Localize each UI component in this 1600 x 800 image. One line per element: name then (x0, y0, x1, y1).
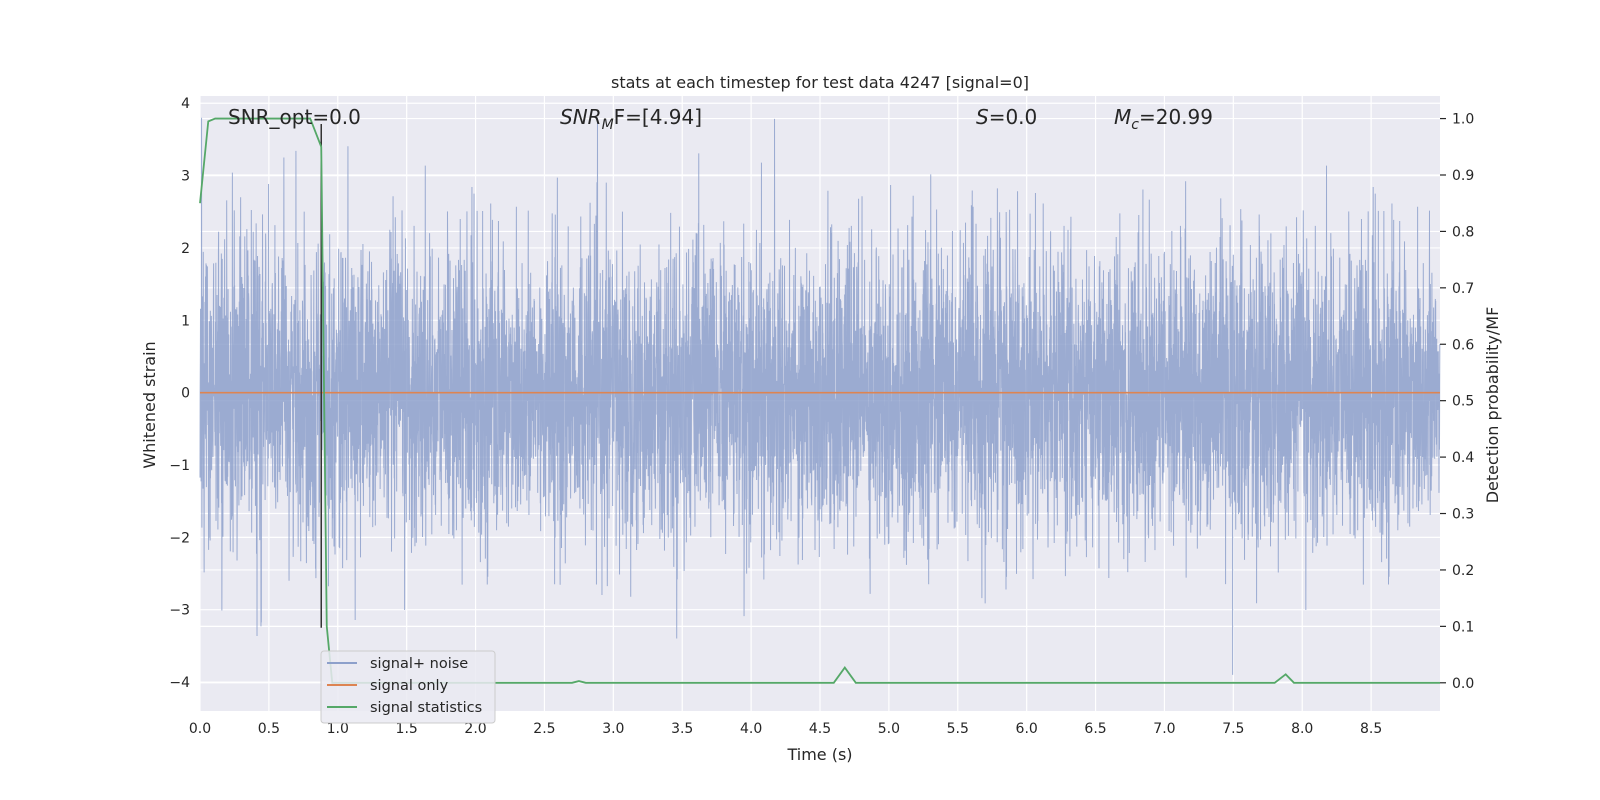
y-tick-label: 4 (181, 96, 190, 112)
annotation-mc: Mc=20.99 (1114, 105, 1213, 133)
x-tick-labels: 0.0 0.5 1.0 1.5 2.0 2.5 3.0 3.5 4.0 4.5 5.0 5.5 6.0 6… (189, 721, 1382, 737)
x-axis-label: Time (s) (786, 745, 852, 764)
y2-tick-label: 0.1 (1452, 619, 1474, 635)
y2-axis-label: Detection probability/MF (1483, 307, 1502, 504)
x-tick-label: 2.5 (533, 721, 555, 737)
y-tick-label: 1 (181, 313, 190, 329)
x-tick-label: 5.5 (947, 721, 969, 737)
x-tick-label: 7.5 (1222, 721, 1244, 737)
x-tick-label: 2.0 (464, 721, 486, 737)
y-tick-label: 0 (181, 386, 190, 402)
legend: signal+ noise signal only signal statist… (320, 650, 496, 724)
annotation-s: S=0.0 (976, 105, 1037, 129)
annotation-snr-opt: SNR_opt=0.0 (228, 105, 361, 129)
y2-tick-label: 0.2 (1452, 563, 1474, 579)
x-tick-label: 6.0 (1016, 721, 1038, 737)
x-tick-label: 0.5 (258, 721, 280, 737)
signal-plus-noise-line (199, 117, 1441, 675)
x-tick-label: 4.5 (809, 721, 831, 737)
y2-tick-label: 0.5 (1452, 394, 1474, 410)
signal-statistics-series (199, 117, 1440, 684)
y-tick-label: 3 (181, 169, 190, 185)
annotation-snr-mf: SNRMF=[4.94] (560, 105, 702, 133)
x-tick-label: 8.0 (1291, 721, 1313, 737)
y2-tick-label: 1.0 (1452, 112, 1474, 128)
x-tick-label: 7.0 (1153, 721, 1175, 737)
y2-tick-label: 0.0 (1452, 676, 1474, 692)
x-tick-label: 3.5 (671, 721, 693, 737)
y2-tick-labels: 1.0 0.9 0.8 0.7 0.6 0.5 0.4 0.3 0.2 0.1 0.0 (1440, 112, 1474, 692)
y2-tick-label: 0.7 (1452, 281, 1474, 297)
legend-box (320, 650, 496, 724)
y-tick-label: −3 (169, 603, 190, 619)
y-tick-labels: 4 3 2 1 0 −1 −2 −3 −4 (169, 96, 190, 691)
legend-label-noise: signal+ noise (370, 656, 468, 672)
y-tick-label: −1 (169, 458, 190, 474)
y2-tick-label: 0.9 (1452, 168, 1474, 184)
legend-label-signal: signal only (370, 678, 449, 694)
x-tick-label: 0.0 (189, 721, 211, 737)
y-tick-label: 2 (181, 241, 190, 257)
x-tick-label: 5.0 (878, 721, 900, 737)
y-tick-label: −4 (169, 675, 190, 691)
x-tick-label: 8.5 (1360, 721, 1382, 737)
x-tick-label: 1.0 (327, 721, 349, 737)
legend-label-stats: signal statistics (370, 700, 482, 716)
x-tick-label: 1.5 (396, 721, 418, 737)
y-axis-label: Whitened strain (140, 341, 159, 468)
y2-tick-label: 0.3 (1452, 507, 1474, 523)
signal-statistics-line (199, 117, 1440, 684)
x-tick-label: 3.0 (602, 721, 624, 737)
signal-plus-noise-series (199, 117, 1441, 675)
x-tick-label: 6.5 (1084, 721, 1106, 737)
y2-tick-label: 0.4 (1452, 450, 1474, 466)
y-tick-label: −2 (169, 530, 190, 546)
y2-tick-label: 0.6 (1452, 337, 1474, 353)
x-tick-label: 4.0 (740, 721, 762, 737)
chart-title: stats at each timestep for test data 424… (611, 73, 1029, 92)
y2-tick-label: 0.8 (1452, 224, 1474, 240)
